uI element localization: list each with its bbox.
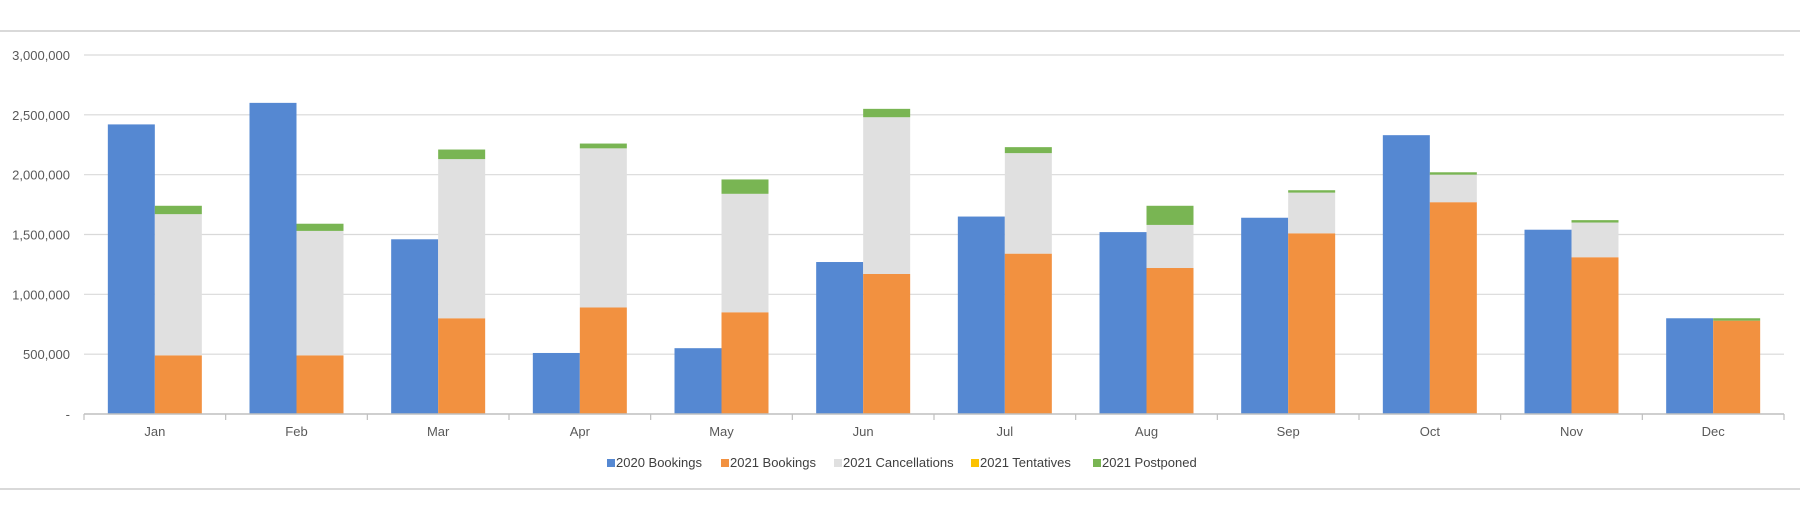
- bar-2021-postponed-feb: [296, 223, 344, 231]
- bar-2021-bookings-apr: [579, 307, 627, 414]
- bar-2020-bookings-jun: [816, 262, 864, 414]
- y-tick-label: 2,500,000: [12, 108, 70, 123]
- y-tick-label: 1,000,000: [12, 287, 70, 302]
- bar-2021-postponed-jan: [154, 205, 202, 215]
- bar-2021-cancellations-jul: [1004, 153, 1052, 254]
- legend-swatch: [834, 459, 842, 467]
- bar-2021-bookings-jan: [154, 355, 202, 414]
- top-border: [0, 30, 1800, 32]
- bar-2021-postponed-oct: [1429, 172, 1477, 175]
- bar-2020-bookings-dec: [1666, 318, 1714, 414]
- legend: 2020 Bookings 2021 Bookings 2021 Cancellat…: [607, 455, 1197, 470]
- legend-label: 2021 Bookings: [730, 455, 817, 470]
- legend-label: 2021 Postponed: [1102, 455, 1197, 470]
- x-tick-label: Apr: [570, 424, 591, 439]
- bar-2020-bookings-oct: [1382, 135, 1430, 414]
- bar-2021-bookings-nov: [1571, 257, 1619, 414]
- x-tick-label: Feb: [285, 424, 307, 439]
- bar-2021-postponed-jul: [1004, 147, 1052, 154]
- bar-2021-bookings-aug: [1146, 268, 1194, 414]
- bar-2021-postponed-may: [721, 179, 769, 194]
- bar-2021-postponed-dec: [1713, 318, 1761, 321]
- x-tick-label: May: [709, 424, 734, 439]
- bar-2021-postponed-aug: [1146, 205, 1194, 225]
- bar-2021-cancellations-aug: [1146, 224, 1194, 269]
- bar-2021-cancellations-sep: [1288, 192, 1336, 234]
- legend-swatch: [971, 459, 979, 467]
- bar-2021-cancellations-may: [721, 193, 769, 313]
- x-tick-label: Aug: [1135, 424, 1158, 439]
- x-tick-label: Sep: [1277, 424, 1300, 439]
- y-tick-label: -: [66, 407, 70, 422]
- bar-2021-cancellations-oct: [1429, 174, 1477, 203]
- bar-2021-bookings-may: [721, 312, 769, 414]
- bar-2021-bookings-jun: [863, 273, 911, 414]
- y-tick-label: 2,000,000: [12, 168, 70, 183]
- bar-2020-bookings-aug: [1099, 232, 1147, 414]
- legend-swatch: [721, 459, 729, 467]
- bar-2020-bookings-nov: [1524, 229, 1572, 414]
- x-tick-label: Oct: [1420, 424, 1441, 439]
- bar-2021-bookings-sep: [1288, 233, 1336, 414]
- bar-2021-bookings-feb: [296, 355, 344, 414]
- bar-2020-bookings-may: [674, 348, 722, 414]
- bottom-border: [0, 488, 1800, 490]
- bar-2021-cancellations-feb: [296, 230, 344, 356]
- bar-2021-cancellations-jan: [154, 214, 202, 356]
- x-tick-label: Jun: [853, 424, 874, 439]
- bar-2020-bookings-mar: [391, 239, 439, 414]
- bar-2021-postponed-nov: [1571, 220, 1619, 223]
- bar-2020-bookings-feb: [249, 102, 297, 414]
- bar-2021-postponed-jun: [863, 108, 911, 118]
- x-tick-label: Nov: [1560, 424, 1584, 439]
- bar-2021-cancellations-apr: [579, 148, 627, 308]
- legend-swatch: [607, 459, 615, 467]
- bar-2021-postponed-sep: [1288, 190, 1336, 193]
- bar-2021-cancellations-jun: [863, 117, 911, 274]
- bar-2021-cancellations-mar: [438, 159, 486, 319]
- y-axis-ticks: - 500,000 1,000,000 1,500,000 2,000,000 2,500…: [12, 48, 70, 422]
- bar-2021-postponed-mar: [438, 149, 486, 160]
- y-tick-label: 500,000: [23, 347, 70, 362]
- bar-2021-postponed-apr: [579, 143, 627, 149]
- x-tick-label: Jan: [144, 424, 165, 439]
- legend-label: 2020 Bookings: [616, 455, 703, 470]
- legend-swatch: [1093, 459, 1101, 467]
- y-tick-label: 3,000,000: [12, 48, 70, 63]
- legend-label: 2021 Cancellations: [843, 455, 954, 470]
- bar-2021-bookings-jul: [1004, 253, 1052, 414]
- bar-2021-bookings-oct: [1429, 202, 1477, 414]
- x-tick-label: Jul: [997, 424, 1014, 439]
- gridlines: [84, 54, 1784, 355]
- bar-2020-bookings-jul: [957, 216, 1005, 414]
- y-tick-label: 1,500,000: [12, 228, 70, 243]
- bar-2020-bookings-sep: [1241, 217, 1289, 414]
- x-tick-label: Mar: [427, 424, 450, 439]
- bar-2021-bookings-mar: [438, 318, 486, 414]
- bars: [107, 102, 1761, 414]
- x-tick-label: Dec: [1702, 424, 1726, 439]
- bar-2021-cancellations-nov: [1571, 222, 1619, 258]
- legend-label: 2021 Tentatives: [980, 455, 1071, 470]
- x-axis: Jan Feb Mar Apr May Jun Jul Aug Sep Oct Nov Dec: [83, 413, 1785, 439]
- bar-2020-bookings-apr: [532, 352, 580, 414]
- bar-2020-bookings-jan: [107, 124, 155, 414]
- bar-2021-bookings-dec: [1713, 320, 1761, 414]
